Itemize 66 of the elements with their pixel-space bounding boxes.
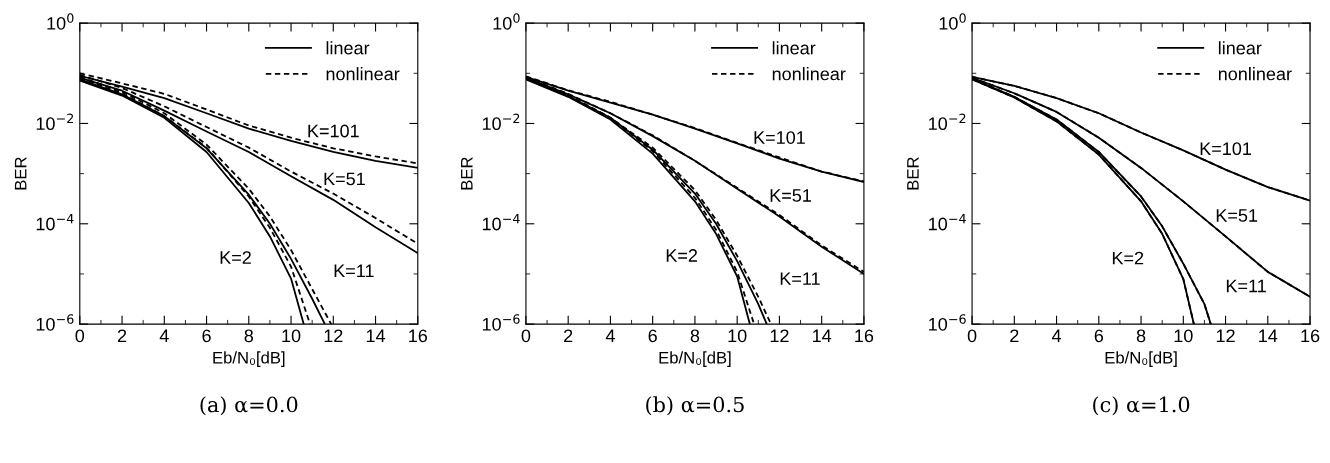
x-tick-label: 0 [967, 329, 977, 343]
legend-label: nonlinear [772, 67, 846, 81]
annotation: K=51 [1216, 209, 1258, 222]
x-axis-title: Eb/N₀[dB] [1105, 351, 1177, 367]
annotation: K=101 [754, 131, 805, 144]
y-axis-title: BER [907, 157, 919, 190]
y-tick-label: 10$^{0}$ [939, 13, 966, 30]
x-tick-label: 10 [1174, 329, 1193, 343]
x-tick-label: 2 [1010, 329, 1019, 343]
x-tick-label: 10 [282, 329, 301, 343]
x-tick-label: 4 [605, 329, 615, 343]
x-tick-label: 12 [1216, 329, 1235, 343]
legend-label: linear [772, 41, 816, 55]
x-axis-title: Eb/N₀[dB] [659, 351, 731, 367]
annotation: K=11 [334, 264, 374, 278]
x-tick-label: 4 [159, 329, 169, 343]
x-tick-label: 14 [1259, 329, 1278, 343]
x-tick-label: 14 [813, 329, 832, 343]
x-tick-label: 6 [1094, 329, 1104, 343]
annotation: K=101 [1200, 142, 1252, 156]
x-tick-label: 12 [770, 329, 789, 343]
x-tick-label: 8 [690, 329, 700, 343]
x-tick-label: 4 [1051, 329, 1062, 343]
legend-label: nonlinear [326, 67, 400, 81]
y-tick-label: 10$^{−2}$ [36, 113, 74, 131]
y-tick-label: 10$^{−4}$ [482, 214, 520, 231]
y-tick-label: 10$^{−2}$ [482, 113, 520, 131]
y-tick-label: 10$^{−6}$ [929, 314, 966, 331]
x-tick-label: 6 [648, 329, 657, 343]
y-tick-label: 10$^{−6}$ [482, 314, 520, 331]
x-axis-title: Eb/N₀[dB] [213, 351, 285, 367]
x-tick-label: 6 [202, 329, 211, 343]
annotation: K=2 [666, 249, 698, 262]
x-tick-label: 8 [1136, 329, 1146, 343]
text: (c) α=1.0 [1093, 396, 1190, 416]
legend-label: linear [1218, 41, 1262, 55]
y-tick-label: 10$^{−2}$ [929, 113, 966, 131]
legend-label: linear [326, 41, 370, 55]
annotation: K=51 [770, 189, 811, 202]
x-tick-label: 16 [855, 329, 874, 343]
x-tick-label: 2 [117, 329, 127, 343]
legend-label: nonlinear [1218, 67, 1292, 81]
y-axis-title: BER [461, 157, 473, 190]
annotation: K=11 [780, 272, 820, 285]
x-tick-label: 10 [728, 329, 747, 343]
y-tick-label: 10$^{0}$ [493, 13, 520, 30]
x-tick-label: 8 [244, 329, 254, 343]
annotation: K=101 [308, 124, 359, 138]
y-tick-label: 10$^{−4}$ [929, 214, 966, 231]
annotation: K=51 [324, 172, 365, 186]
x-tick-label: 12 [324, 329, 343, 343]
text: (b) α=0.5 [646, 396, 744, 416]
text: (a) α=0.0 [200, 396, 298, 416]
x-tick-label: 0 [75, 329, 85, 343]
x-tick-label: 2 [564, 329, 573, 343]
annotation: K=2 [220, 251, 251, 264]
annotation: K=11 [1226, 279, 1266, 293]
annotation: K=2 [1112, 251, 1144, 265]
y-tick-label: 10$^{−4}$ [36, 214, 74, 231]
x-tick-label: 16 [409, 329, 428, 343]
y-axis-title: BER [14, 157, 27, 190]
x-tick-label: 0 [521, 329, 531, 343]
x-tick-label: 14 [366, 329, 386, 343]
y-tick-label: 10$^{0}$ [47, 13, 74, 30]
x-tick-label: 16 [1301, 329, 1320, 343]
y-tick-label: 10$^{−6}$ [36, 314, 74, 331]
